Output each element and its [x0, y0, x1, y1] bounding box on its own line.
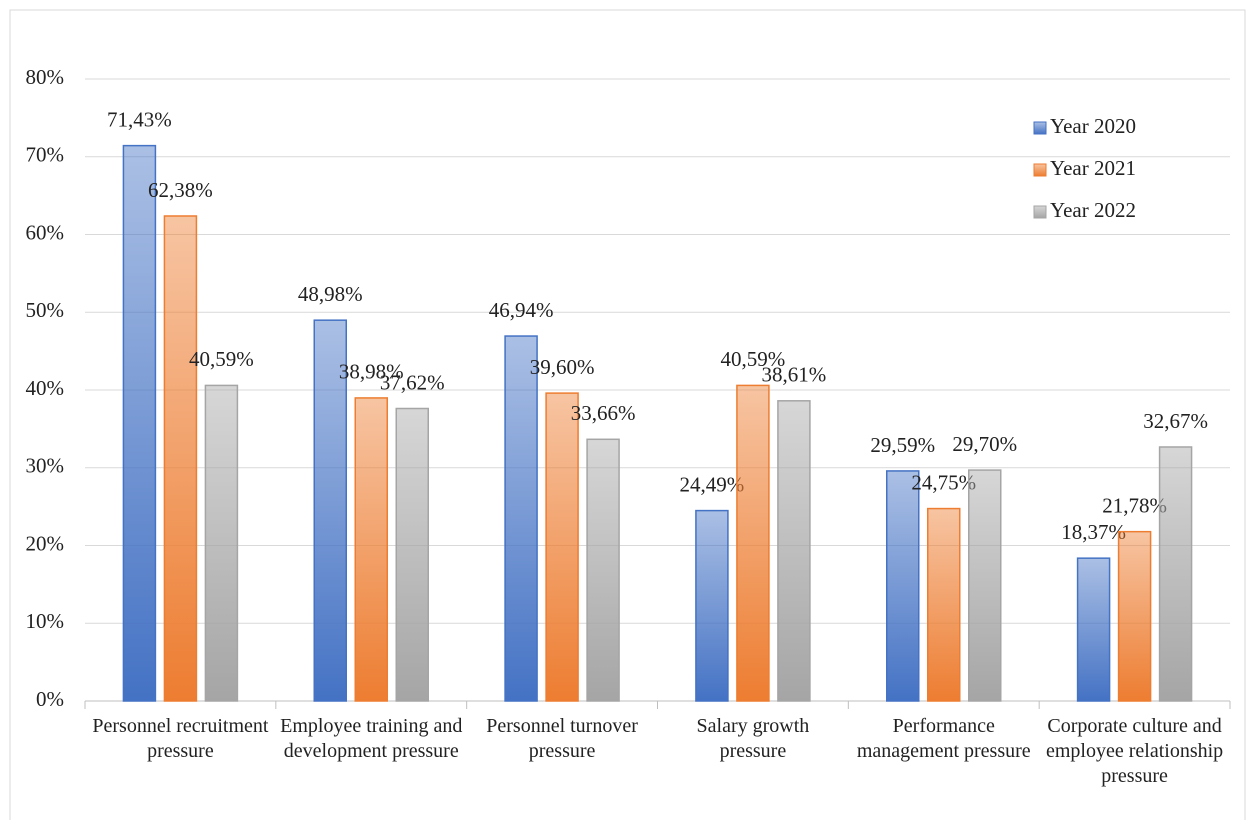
- legend-swatch: [1033, 121, 1047, 135]
- data-label: 40,59%: [189, 347, 254, 371]
- data-label: 71,43%: [107, 107, 172, 131]
- legend-label: Year 2021: [1050, 156, 1136, 180]
- y-tick-label: 80%: [26, 65, 65, 89]
- data-label: 46,94%: [489, 298, 554, 322]
- data-label: 48,98%: [298, 282, 363, 306]
- bar: [504, 335, 538, 702]
- bar: [1076, 557, 1111, 702]
- data-label: 37,62%: [380, 370, 445, 394]
- y-tick-label: 40%: [26, 376, 65, 400]
- y-tick-label: 30%: [26, 454, 65, 478]
- data-label: 38,61%: [762, 363, 827, 387]
- chart-frame: [9, 9, 1246, 820]
- bar: [695, 509, 729, 702]
- y-tick-label: 60%: [26, 220, 65, 244]
- data-label: 39,60%: [530, 355, 595, 379]
- data-label: 38,98%: [339, 360, 404, 384]
- data-label: 24,49%: [680, 472, 745, 496]
- x-tick-label: Personnel turnover pressure: [486, 715, 638, 762]
- bar: [777, 400, 811, 702]
- data-label: 40,59%: [721, 347, 786, 371]
- bar: [395, 407, 429, 702]
- bar: [204, 384, 239, 702]
- bar: [927, 507, 961, 702]
- legend-label: Year 2022: [1050, 198, 1136, 222]
- data-label: 33,66%: [571, 401, 636, 425]
- bar: [968, 469, 1002, 702]
- bar: [354, 397, 388, 702]
- data-label: 29,59%: [870, 433, 935, 457]
- x-tick-label: Salary growth pressure: [696, 715, 810, 762]
- y-tick-label: 20%: [26, 531, 65, 555]
- x-tick-label: Personnel recruitment pressure: [92, 715, 269, 762]
- legend-swatch: [1033, 205, 1047, 219]
- data-label: 62,38%: [148, 178, 213, 202]
- legend-swatch: [1033, 163, 1047, 177]
- bar: [545, 392, 579, 702]
- bar: [313, 319, 347, 702]
- data-label: 29,70%: [952, 432, 1017, 456]
- data-label: 24,75%: [911, 470, 976, 494]
- data-label: 32,67%: [1143, 409, 1208, 433]
- bar: [122, 144, 157, 702]
- y-tick-label: 0%: [36, 687, 64, 711]
- x-tick-label: Employee training and development pressu…: [280, 715, 463, 762]
- y-tick-label: 10%: [26, 609, 65, 633]
- y-tick-label: 50%: [26, 298, 65, 322]
- data-label: 18,37%: [1061, 520, 1126, 544]
- bar: [736, 384, 770, 702]
- bar: [163, 215, 198, 702]
- x-tick-label: Corporate culture and employee relations…: [1045, 715, 1224, 787]
- bar: [886, 470, 920, 702]
- x-tick-label: Performance management pressure: [856, 715, 1031, 762]
- bar: [586, 438, 620, 702]
- data-label: 21,78%: [1102, 493, 1167, 517]
- y-tick-label: 70%: [26, 143, 65, 167]
- bar: [1117, 530, 1152, 702]
- legend-label: Year 2020: [1050, 114, 1136, 138]
- bar: [1158, 446, 1193, 702]
